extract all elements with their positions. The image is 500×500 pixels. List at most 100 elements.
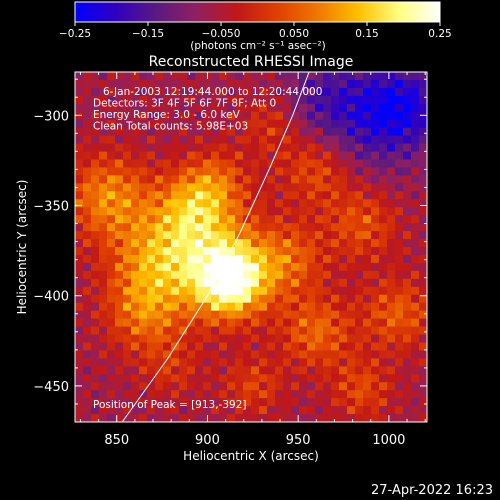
heatmap-cell [403, 302, 412, 312]
heatmap-cell [331, 350, 340, 359]
heatmap-cell [235, 231, 244, 240]
heatmap-cell [331, 159, 340, 169]
heatmap-cell [323, 239, 332, 248]
heatmap-cell [131, 262, 140, 272]
heatmap-cell [259, 270, 268, 280]
heatmap-cell [251, 207, 260, 216]
heatmap-cell [395, 310, 404, 320]
heatmap-cell [395, 191, 404, 200]
heatmap-cell [347, 159, 356, 169]
heatmap-cell [339, 72, 348, 81]
heatmap-cell [107, 334, 116, 344]
heatmap-cell [363, 111, 372, 121]
heatmap-cell [403, 135, 412, 145]
heatmap-cell [155, 270, 164, 280]
heatmap-cell [283, 254, 292, 264]
heatmap-cell [411, 72, 420, 81]
heatmap-cell [267, 231, 276, 240]
heatmap-cell [243, 382, 252, 391]
heatmap-cell [187, 310, 196, 320]
heatmap-cell [147, 215, 156, 224]
heatmap-cell [323, 247, 332, 256]
heatmap-cell [315, 342, 324, 351]
heatmap-cell [123, 414, 132, 422]
heatmap-cell [219, 79, 228, 89]
heatmap-cell [251, 103, 260, 113]
heatmap-cell [323, 278, 332, 288]
heatmap-cell [275, 135, 284, 145]
heatmap-cell [139, 151, 148, 161]
heatmap-cell [251, 111, 260, 121]
heatmap-cell [195, 135, 204, 145]
heatmap-cell [203, 310, 212, 320]
heatmap-cell [107, 302, 116, 312]
heatmap-cell [235, 278, 244, 288]
heatmap-cell [307, 159, 316, 169]
heatmap-cell [211, 247, 220, 256]
heatmap-cell [107, 382, 116, 391]
heatmap-cell [195, 414, 204, 422]
heatmap-cell [331, 119, 340, 129]
heatmap-cell [403, 191, 412, 200]
heatmap-cell [371, 111, 380, 121]
heatmap-cell [115, 286, 124, 296]
heatmap-cell [299, 358, 308, 367]
heatmap-cell [187, 207, 196, 216]
heatmap-cell [155, 374, 164, 383]
heatmap-cell [355, 87, 364, 97]
heatmap-cell [187, 215, 196, 224]
heatmap-cell [283, 231, 292, 240]
heatmap-cell [75, 111, 84, 121]
heatmap-cell [211, 127, 220, 137]
heatmap-cell [179, 199, 188, 208]
heatmap-cell [171, 231, 180, 240]
heatmap-cell [243, 111, 252, 121]
heatmap-cell [299, 278, 308, 288]
heatmap-cell [259, 302, 268, 312]
heatmap-cell [323, 326, 332, 336]
heatmap-cell [411, 302, 420, 312]
heatmap-cell [219, 366, 228, 375]
heatmap-cell [331, 183, 340, 192]
heatmap-cell [147, 374, 156, 383]
heatmap-cell [123, 167, 132, 176]
heatmap-cell [219, 294, 228, 304]
heatmap-cell [227, 406, 236, 415]
heatmap-cell [75, 326, 84, 336]
heatmap-cell [243, 406, 252, 415]
heatmap-cell [299, 382, 308, 391]
heatmap-cell [163, 406, 172, 415]
heatmap-cell [75, 366, 84, 375]
heatmap-cell [371, 183, 380, 192]
heatmap-cell [331, 95, 340, 105]
heatmap-cell [275, 143, 284, 153]
heatmap-cell [235, 334, 244, 344]
heatmap-cell [339, 366, 348, 375]
heatmap-cell [307, 262, 316, 272]
heatmap-cell [347, 302, 356, 312]
heatmap-cell [123, 183, 132, 192]
heatmap-cell [387, 294, 396, 304]
heatmap-cell [139, 79, 148, 89]
heatmap-cell [339, 183, 348, 192]
heatmap-cell [171, 334, 180, 344]
heatmap-cell [355, 95, 364, 105]
heatmap-cell [187, 366, 196, 375]
heatmap-cell [347, 111, 356, 121]
heatmap-cell [291, 390, 300, 399]
heatmap-cell [179, 95, 188, 105]
heatmap-cell [227, 350, 236, 359]
heatmap-cell [347, 79, 356, 89]
heatmap-cell [395, 262, 404, 272]
heatmap-cell [155, 119, 164, 129]
heatmap-cell [227, 239, 236, 248]
heatmap-cell [179, 326, 188, 336]
heatmap-cell [171, 79, 180, 89]
heatmap-cell [227, 103, 236, 113]
heatmap-cell [235, 374, 244, 383]
heatmap-cell [227, 135, 236, 145]
heatmap-cell [235, 254, 244, 264]
heatmap-cell [387, 406, 396, 415]
heatmap-cell [275, 79, 284, 89]
heatmap-cell [91, 334, 100, 344]
